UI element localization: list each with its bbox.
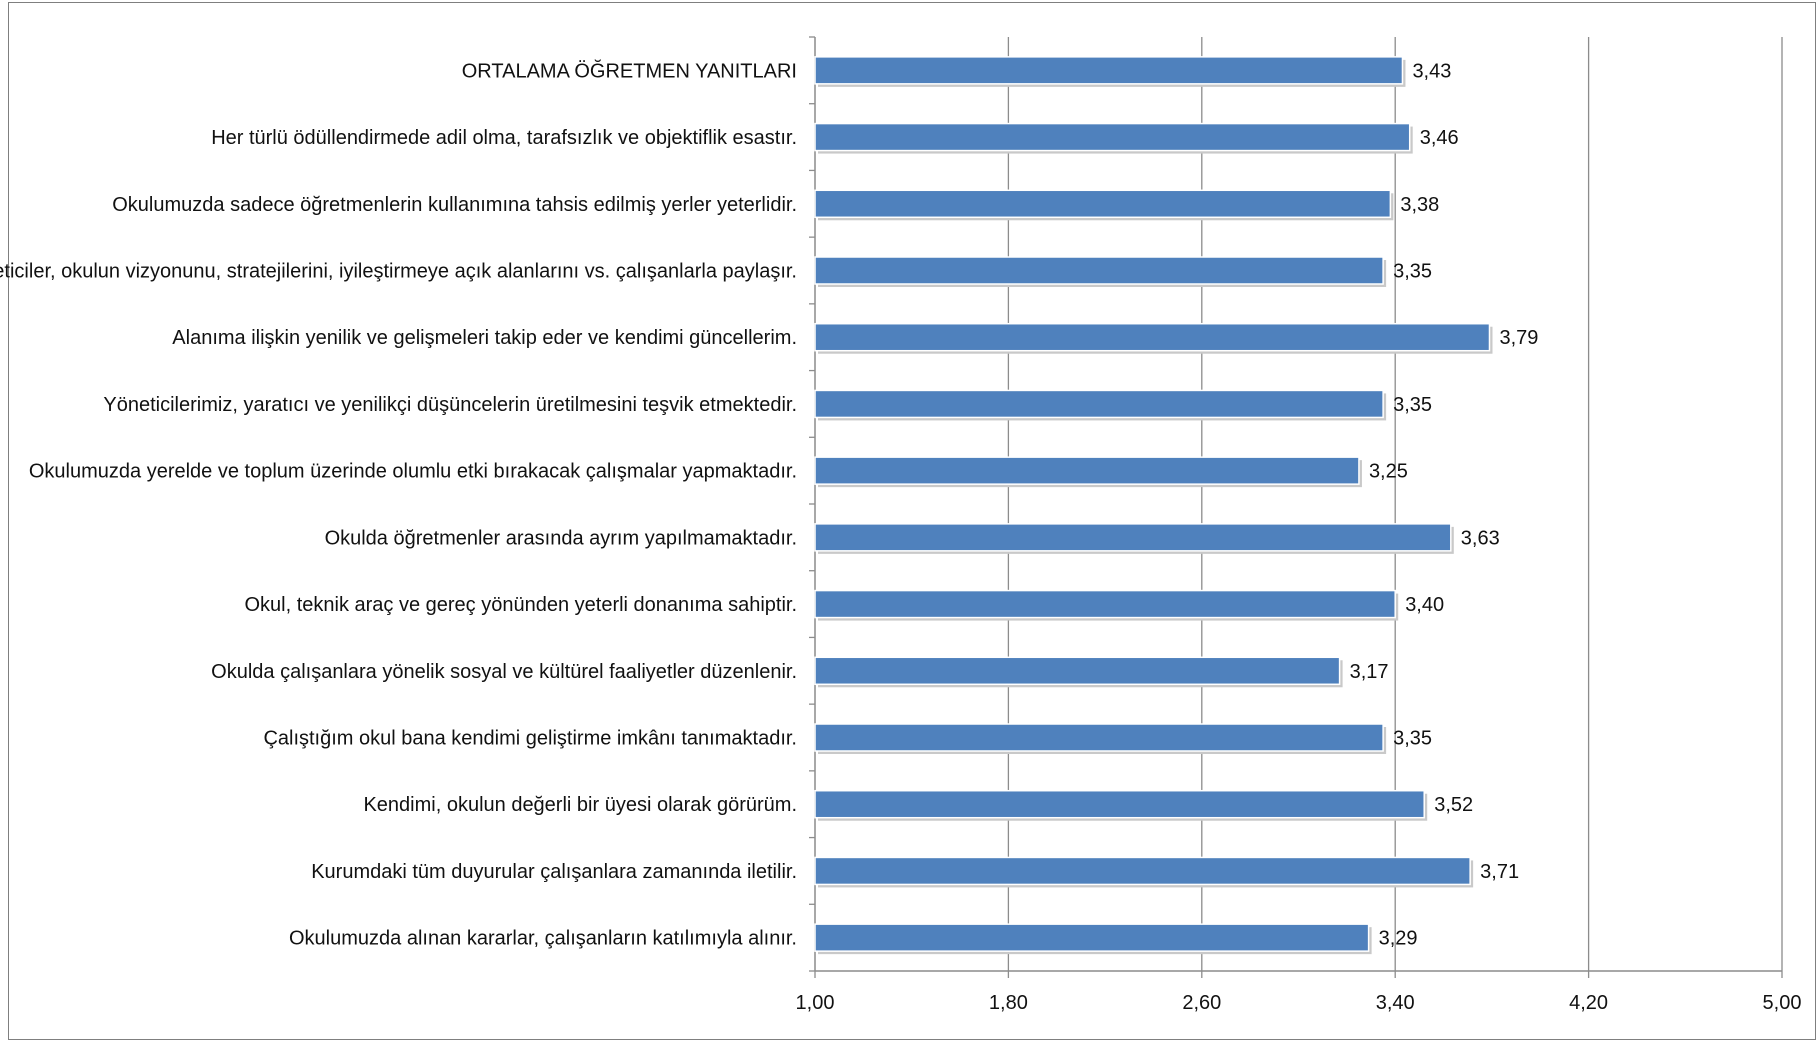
x-tick-label: 3,40	[1376, 992, 1415, 1014]
bar	[814, 723, 1384, 752]
bar	[814, 56, 1404, 85]
bar	[814, 256, 1384, 285]
bar	[814, 456, 1360, 485]
bar	[814, 856, 1471, 886]
category-label: Alanıma ilişkin yenilik ve gelişmeleri t…	[172, 327, 797, 349]
bar	[814, 923, 1370, 952]
category-label: Okulumuzda alınan kararlar, çalışanların…	[289, 928, 797, 950]
data-label: 3,46	[1420, 127, 1459, 149]
bar	[814, 656, 1341, 686]
category-label: ORTALAMA ÖĞRETMEN YANITLARI	[462, 59, 797, 82]
data-label: 3,35	[1393, 394, 1432, 416]
data-label: 3,25	[1369, 461, 1408, 483]
category-label: Okulda çalışanlara yönelik sosyal ve kül…	[211, 661, 797, 683]
x-tick-label: 5,00	[1763, 992, 1802, 1014]
data-label: 3,35	[1393, 261, 1432, 283]
category-label: Okulda öğretmenler arasında ayrım yapılm…	[325, 527, 797, 549]
data-label: 3,43	[1412, 60, 1451, 82]
data-label: 3,29	[1379, 928, 1418, 950]
x-tick-label: 1,00	[796, 992, 835, 1014]
bar	[814, 389, 1384, 419]
category-label: Kurumdaki tüm duyurular çalışanlara zama…	[311, 861, 797, 883]
category-label: Kendimi, okulun değerli bir üyesi olarak…	[363, 794, 797, 816]
x-tick-label: 1,80	[989, 992, 1028, 1014]
data-label: 3,17	[1350, 661, 1389, 683]
bar	[814, 322, 1491, 352]
category-label: Çalıştığım okul bana kendimi geliştirme …	[263, 728, 797, 750]
data-label: 3,63	[1461, 527, 1500, 549]
category-label: Okul, teknik araç ve gereç yönünden yete…	[244, 594, 797, 616]
data-label: 3,40	[1405, 594, 1444, 616]
data-label: 3,71	[1480, 861, 1519, 883]
x-tick-label: 2,60	[1182, 992, 1221, 1014]
data-label: 3,52	[1434, 794, 1473, 816]
bar	[814, 189, 1392, 219]
category-label: Okulumuzda sadece öğretmenlerin kullanım…	[112, 194, 797, 216]
bar	[814, 122, 1411, 152]
bar	[814, 589, 1396, 619]
category-label: Her türlü ödüllendirmede adil olma, tara…	[211, 127, 797, 149]
bar	[814, 789, 1425, 819]
category-label: Okulumuzda yerelde ve toplum üzerinde ol…	[29, 461, 797, 483]
bar	[814, 523, 1452, 552]
data-label: 3,35	[1393, 728, 1432, 750]
data-label: 3,38	[1400, 194, 1439, 216]
data-label: 3,79	[1499, 327, 1538, 349]
category-label: Yöneticiler, okulun vizyonunu, stratejil…	[0, 261, 797, 283]
x-tick-label: 4,20	[1569, 992, 1608, 1014]
category-label: Yöneticilerimiz, yaratıcı ve yenilikçi d…	[103, 394, 797, 416]
